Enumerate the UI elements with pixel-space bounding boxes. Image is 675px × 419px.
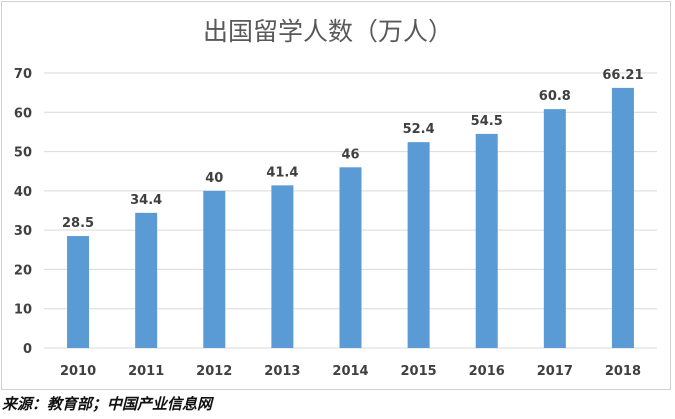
bar (339, 167, 362, 348)
data-label: 60.8 (539, 89, 571, 104)
x-tick-label: 2018 (605, 364, 641, 379)
bar (271, 185, 294, 348)
x-tick-label: 2012 (196, 364, 232, 379)
x-tick-label: 2011 (128, 364, 164, 379)
y-tick-label: 40 (14, 185, 32, 200)
source-note: 来源：教育部；中国产业信息网 (2, 395, 213, 413)
data-label: 46 (341, 147, 359, 162)
bar (543, 109, 566, 349)
data-label: 41.4 (266, 165, 298, 180)
data-label: 52.4 (403, 122, 435, 137)
bar (67, 236, 90, 348)
bar (135, 212, 158, 348)
bars (67, 87, 634, 349)
x-tick-label: 2010 (60, 364, 96, 379)
x-tick-label: 2015 (401, 364, 437, 379)
y-tick-label: 0 (23, 342, 32, 357)
data-label: 54.5 (471, 114, 503, 129)
bar (203, 190, 226, 348)
chart-frame: 出国留学人数（万人） 0 10 20 30 40 50 60 70 28.5 34.4 40 41.… (1, 1, 671, 390)
data-label: 34.4 (130, 193, 162, 208)
x-tick-label: 2017 (537, 364, 573, 379)
bar (407, 142, 430, 348)
y-tick-label: 20 (14, 263, 32, 278)
chart-title: 出国留学人数（万人） (203, 17, 453, 46)
y-tick-label: 60 (14, 106, 32, 121)
bar (611, 87, 634, 348)
x-tick-label: 2016 (469, 364, 505, 379)
y-axis-tick-labels: 0 10 20 30 40 50 60 70 (14, 67, 32, 357)
x-tick-label: 2013 (264, 364, 300, 379)
data-labels: 28.5 34.4 40 41.4 46 52.4 54.5 60.8 66.21 (62, 68, 643, 231)
y-tick-label: 70 (14, 67, 32, 82)
data-label: 28.5 (62, 216, 94, 231)
data-label: 66.21 (602, 68, 643, 83)
x-axis-tick-labels: 2010 2011 2012 2013 2014 2015 2016 2017 2018 (60, 364, 641, 379)
bar-chart: 出国留学人数（万人） 0 10 20 30 40 50 60 70 28.5 34.4 40 41.… (14, 17, 657, 379)
data-label: 40 (205, 171, 223, 186)
y-tick-label: 10 (14, 303, 32, 318)
y-tick-label: 30 (14, 224, 32, 239)
x-tick-label: 2014 (332, 364, 368, 379)
bar (475, 133, 498, 348)
y-tick-label: 50 (14, 146, 32, 161)
